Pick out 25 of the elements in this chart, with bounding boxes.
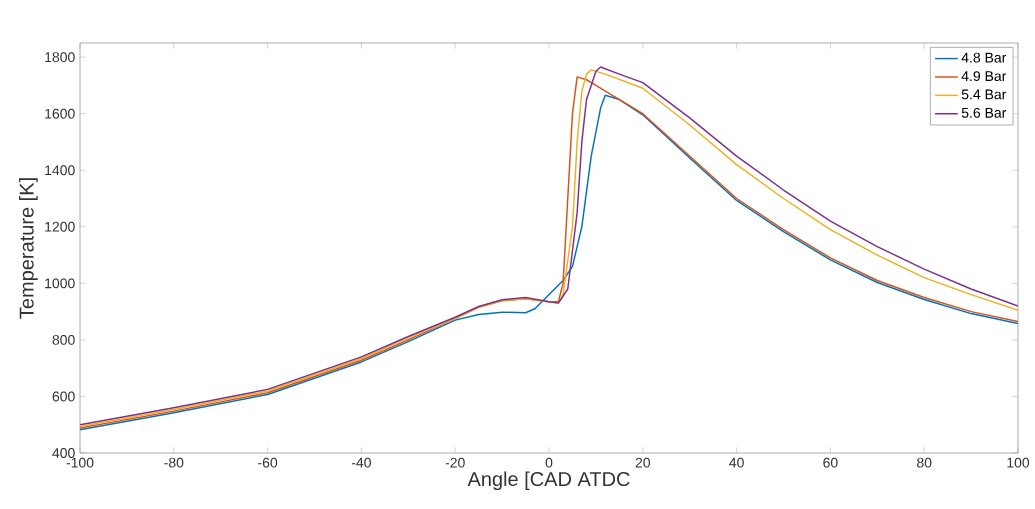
x-tick-label: -60 [258, 457, 278, 468]
x-tick-label: 80 [917, 457, 932, 468]
x-tick-label: 0 [545, 457, 553, 468]
y-tick-label: 800 [52, 334, 75, 345]
x-tick-label: 40 [729, 457, 744, 468]
legend-label: 4.9 Bar [961, 71, 1007, 82]
x-tick-label: 20 [635, 457, 651, 468]
y-tick-label: 1200 [45, 221, 75, 232]
x-tick-label: -100 [66, 457, 94, 468]
y-tick-label: 400 [52, 448, 75, 458]
y-tick-label: 1400 [45, 165, 75, 176]
x-tick-label: -20 [445, 457, 465, 468]
x-tick-label: 100 [1007, 457, 1030, 468]
y-tick-label: 1000 [45, 278, 75, 289]
y-axis-title: Temperature [K] [19, 178, 38, 319]
x-tick-label: -80 [164, 457, 184, 468]
y-tick-label: 1800 [45, 52, 75, 63]
y-tick-label: 1600 [45, 108, 75, 119]
legend-label: 5.4 Bar [961, 89, 1007, 100]
legend-label: 5.6 Bar [961, 107, 1007, 118]
x-tick-label: 60 [823, 457, 838, 468]
y-tick-label: 600 [52, 391, 75, 402]
x-tick-label: -40 [351, 457, 371, 468]
x-axis-title: Angle [CAD ATDC [467, 471, 630, 491]
legend-label: 4.8 Bar [961, 52, 1007, 63]
